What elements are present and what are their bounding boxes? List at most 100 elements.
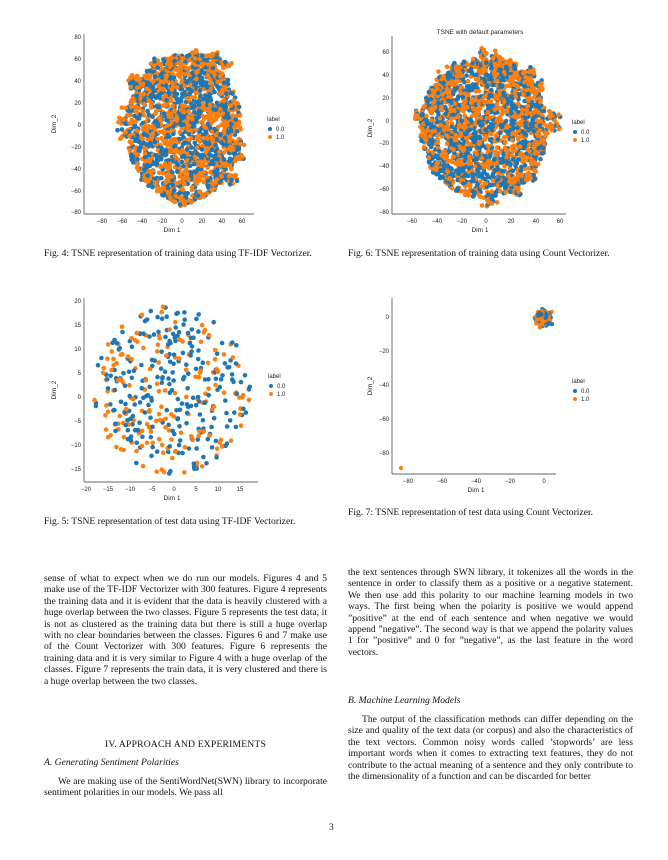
scatter-point — [427, 133, 433, 139]
scatter-point — [495, 105, 501, 111]
scatter-point — [146, 112, 152, 117]
scatter-point — [169, 87, 175, 93]
scatter-point — [105, 409, 111, 415]
scatter-point — [215, 124, 221, 130]
scatter-point — [238, 423, 244, 428]
scatter-point — [149, 357, 155, 363]
scatter-point — [194, 145, 200, 150]
scatter-point — [515, 136, 521, 142]
scatter-point — [169, 113, 174, 118]
figure-6-x-ticks: −60 −40 −20 0 20 40 60 — [407, 219, 564, 225]
scatter-point — [236, 154, 242, 160]
scatter-point — [455, 177, 461, 183]
x-tick-label: 40 — [533, 219, 540, 225]
scatter-point — [487, 93, 493, 98]
scatter-point — [503, 139, 508, 145]
scatter-point — [512, 90, 518, 96]
scatter-point — [218, 377, 224, 382]
scatter-point — [172, 187, 177, 193]
scatter-point — [458, 130, 463, 136]
scatter-point — [445, 159, 450, 164]
figure-5-x-ticks: −20 −15 −10 −5 0 5 10 15 — [81, 487, 244, 493]
y-tick-label: −80 — [71, 210, 82, 216]
scatter-point — [197, 88, 203, 93]
scatter-point — [141, 395, 146, 401]
scatter-point — [213, 116, 219, 121]
scatter-point — [156, 60, 161, 66]
scatter-point — [114, 444, 119, 450]
scatter-point — [151, 332, 157, 337]
scatter-point — [171, 144, 177, 149]
scatter-point — [206, 141, 211, 147]
scatter-point — [230, 91, 235, 96]
scatter-point — [170, 158, 176, 163]
scatter-point — [134, 460, 139, 466]
scatter-point — [159, 316, 165, 321]
scatter-point — [206, 62, 211, 67]
scatter-point — [471, 107, 477, 112]
scatter-point — [184, 420, 189, 426]
scatter-point — [175, 396, 181, 402]
x-tick-label: −20 — [457, 219, 468, 225]
scatter-point — [444, 133, 450, 139]
scatter-point — [219, 102, 225, 108]
scatter-point — [207, 110, 213, 115]
scatter-point — [230, 355, 236, 360]
scatter-point — [189, 156, 194, 161]
scatter-point — [142, 146, 147, 152]
scatter-point — [113, 428, 118, 434]
scatter-point — [167, 444, 172, 449]
scatter-point — [451, 147, 456, 152]
scatter-point — [531, 70, 537, 75]
scatter-point — [512, 103, 517, 108]
scatter-point — [118, 399, 124, 405]
scatter-point — [212, 347, 218, 353]
scatter-point — [185, 181, 190, 187]
scatter-point — [480, 175, 485, 180]
scatter-point — [220, 111, 225, 117]
scatter-point — [132, 427, 138, 433]
scatter-point — [461, 123, 466, 129]
scatter-point — [130, 157, 136, 163]
scatter-point — [195, 176, 201, 181]
scatter-point — [454, 80, 459, 85]
scatter-point — [522, 154, 527, 159]
scatter-point — [221, 65, 226, 71]
scatter-point — [233, 361, 239, 366]
scatter-point — [139, 142, 144, 147]
scatter-point — [505, 74, 510, 80]
scatter-point — [233, 114, 239, 119]
scatter-point — [223, 104, 229, 110]
scatter-point — [113, 421, 118, 427]
scatter-point — [184, 119, 190, 125]
scatter-point — [241, 406, 246, 412]
scatter-point — [129, 375, 135, 381]
scatter-point — [128, 99, 134, 105]
scatter-point — [212, 356, 218, 362]
scatter-point — [526, 81, 531, 87]
scatter-point — [159, 349, 164, 354]
scatter-point — [221, 97, 227, 103]
scatter-point — [498, 130, 503, 136]
y-tick-label: 40 — [382, 73, 389, 79]
scatter-point — [144, 317, 150, 322]
scatter-point — [461, 147, 467, 152]
x-tick-label: −40 — [137, 219, 148, 225]
scatter-point — [522, 162, 528, 168]
scatter-point — [246, 387, 252, 392]
scatter-point — [494, 200, 500, 205]
scatter-point — [541, 105, 547, 111]
scatter-point — [242, 373, 248, 378]
scatter-point — [212, 89, 217, 95]
scatter-point — [432, 90, 437, 95]
scatter-point — [170, 170, 175, 175]
scatter-point — [234, 178, 240, 184]
scatter-point — [150, 114, 155, 120]
scatter-point — [156, 129, 162, 135]
scatter-point — [132, 138, 138, 144]
scatter-point — [206, 74, 211, 79]
scatter-point — [190, 437, 195, 443]
scatter-point — [440, 130, 445, 136]
scatter-point — [499, 124, 505, 130]
scatter-point — [156, 329, 161, 335]
